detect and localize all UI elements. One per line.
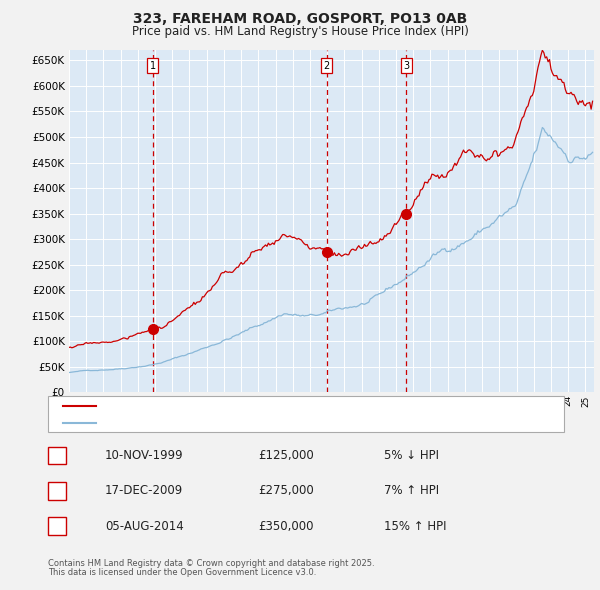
- Text: 2: 2: [53, 484, 61, 497]
- Text: 10-NOV-1999: 10-NOV-1999: [105, 449, 184, 462]
- Text: 17-DEC-2009: 17-DEC-2009: [105, 484, 183, 497]
- Text: 05-AUG-2014: 05-AUG-2014: [105, 520, 184, 533]
- Text: This data is licensed under the Open Government Licence v3.0.: This data is licensed under the Open Gov…: [48, 568, 316, 577]
- Text: 3: 3: [53, 520, 61, 533]
- Text: 3: 3: [403, 61, 409, 71]
- Text: 323, FAREHAM ROAD, GOSPORT, PO13 0AB (detached house): 323, FAREHAM ROAD, GOSPORT, PO13 0AB (de…: [103, 401, 409, 411]
- Text: 323, FAREHAM ROAD, GOSPORT, PO13 0AB: 323, FAREHAM ROAD, GOSPORT, PO13 0AB: [133, 12, 467, 26]
- Text: HPI: Average price, detached house, Gosport: HPI: Average price, detached house, Gosp…: [103, 418, 327, 428]
- Text: 1: 1: [53, 449, 61, 462]
- Text: 5% ↓ HPI: 5% ↓ HPI: [384, 449, 439, 462]
- Text: £275,000: £275,000: [258, 484, 314, 497]
- Text: 7% ↑ HPI: 7% ↑ HPI: [384, 484, 439, 497]
- Text: £125,000: £125,000: [258, 449, 314, 462]
- Text: Contains HM Land Registry data © Crown copyright and database right 2025.: Contains HM Land Registry data © Crown c…: [48, 559, 374, 568]
- Text: Price paid vs. HM Land Registry's House Price Index (HPI): Price paid vs. HM Land Registry's House …: [131, 25, 469, 38]
- Text: 15% ↑ HPI: 15% ↑ HPI: [384, 520, 446, 533]
- Text: 2: 2: [323, 61, 329, 71]
- Text: £350,000: £350,000: [258, 520, 314, 533]
- Text: 1: 1: [150, 61, 156, 71]
